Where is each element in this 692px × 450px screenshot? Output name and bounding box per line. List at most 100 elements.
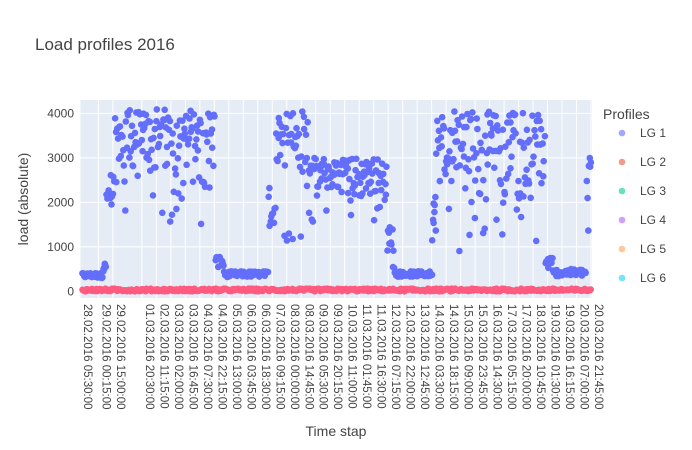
data-point-lg1 [540,157,547,165]
data-point-lg1 [465,156,472,163]
data-point-lg1 [344,165,352,172]
data-point-lg1 [459,140,467,148]
data-point-lg1 [210,162,217,170]
data-point-lg1 [372,187,380,195]
x-tick-label: 11.03.2016 16:30:00 [375,304,387,409]
x-tick-label: 14.03.2016 18:15:00 [447,304,459,410]
data-point-lg1 [437,134,445,141]
data-point-lg1 [471,177,479,184]
data-point-lg1 [478,147,486,154]
data-point-lg1 [367,178,375,186]
data-point-lg1 [529,160,536,167]
data-point-lg1 [168,211,176,218]
data-point-lg1 [456,162,464,169]
data-point-lg1 [467,115,475,123]
data-point-lg1 [206,184,213,191]
x-tick-label: 11.03.2016 01:45:00 [360,304,372,409]
data-point-lg1 [451,108,458,115]
data-point-lg1 [175,142,183,149]
data-point-lg1 [525,180,533,187]
x-tick-label: 20.03.2016 21:45:00 [592,304,604,410]
data-point-lg1 [370,216,378,224]
data-point-lg1 [374,156,382,163]
data-point-lg1 [181,130,189,138]
legend-label: LG 6 [640,271,666,285]
grid [79,100,592,298]
data-point-lg1 [362,185,370,192]
x-tick-label: 08.03.2016 00:00:00 [288,304,300,410]
legend-marker [618,245,626,253]
data-point-lg1 [303,154,311,162]
data-point-lg1 [175,190,182,197]
data-point-lg1 [474,125,481,133]
data-point-lg1 [494,122,501,129]
data-point-lg1 [285,230,293,237]
data-point-lg1 [264,268,272,276]
data-point-lg1 [493,216,500,223]
data-point-lg1 [475,165,482,173]
data-point-lg1 [298,153,305,160]
data-point-lg1 [540,173,547,180]
data-point-lg1 [456,247,463,255]
data-point-lg1 [300,113,308,121]
data-point-lg1 [323,207,330,214]
data-point-lg1 [504,170,512,178]
y-tick-label: 0 [67,284,74,298]
y-tick-label: 3000 [47,151,74,165]
data-point-lg1 [169,130,176,137]
data-point-lg1 [473,150,480,157]
data-point-lg1 [357,179,364,187]
data-point-lg1 [431,208,438,216]
data-point-lg1 [122,207,129,214]
data-point-lg1 [197,119,204,127]
data-point-lg1 [122,118,130,125]
data-point-lg1 [505,138,513,146]
data-point-lg1 [389,226,396,233]
data-point-lg1 [139,147,146,155]
data-point-lg1 [279,139,286,147]
data-point-lg1 [477,139,484,147]
data-point-lg1 [347,197,354,204]
data-point-lg1 [193,136,200,143]
data-point-lg1 [142,111,150,119]
data-point-lg1 [194,147,202,154]
data-point-lg1 [380,170,387,178]
data-point-lg1 [173,122,181,129]
data-point-lg1 [377,186,385,194]
data-point-lg1 [189,125,196,132]
data-point-lg1 [531,126,538,134]
data-point-lg1 [499,126,507,133]
x-tick-label: 15.03.2016 09:00:00 [462,304,474,410]
data-point-lg1 [488,132,495,139]
data-point-lg1 [127,148,134,155]
data-point-lg1 [481,132,489,139]
data-point-lg1 [538,179,545,187]
data-point-lg1 [363,158,370,166]
legend-label: LG 2 [640,155,666,169]
x-tick-label: 04.03.2016 07:30:00 [201,304,213,410]
data-point-lg1 [155,140,163,148]
data-point-lg1 [303,182,311,190]
data-point-lg1 [451,127,459,135]
data-point-lg1 [172,171,180,178]
data-point-lg1 [270,219,278,227]
data-point-lg1 [534,111,542,119]
data-point-lg1 [469,145,477,152]
data-point-lg1 [458,113,466,120]
x-tick-label: 16.03.2016 14:30:00 [491,304,503,410]
data-point-lg1 [381,196,389,204]
x-tick-label: 12.03.2016 07:15:00 [389,304,401,410]
data-point-lg1 [272,204,279,212]
x-axis: 28.02.2016 05:30:00 29.02.2016 00:15:00 29… [81,304,604,410]
data-point-lg1 [281,162,289,169]
data-point-lg1 [156,132,164,140]
x-tick-label: 08.03.2016 14:45:00 [302,304,314,410]
data-point-lg1 [480,176,487,184]
data-point-lg1 [161,106,168,114]
legend-marker [618,187,626,195]
data-point-lg1 [274,157,281,165]
data-point-lg1 [149,192,157,199]
x-tick-label: 29.02.2016 15:00:00 [114,304,126,410]
x-axis-title: Time stap [306,423,367,439]
